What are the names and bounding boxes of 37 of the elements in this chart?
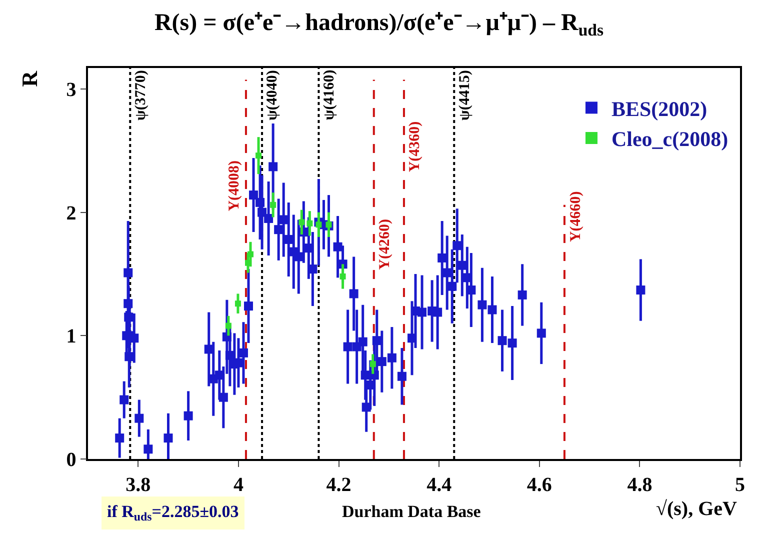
ref-line-label: Y(4660): [568, 191, 584, 242]
point: [326, 222, 332, 228]
point: [234, 300, 241, 307]
x-tick-label: 4.6: [526, 474, 552, 496]
x-tick-label: 4.4: [426, 474, 452, 496]
point: [248, 251, 254, 258]
ref-line-label: ψ(4160): [321, 70, 338, 120]
ref-line-label: Y(4360): [406, 121, 423, 172]
y-tick-label: 2: [66, 202, 76, 224]
ref-line-label: Y(4260): [376, 219, 393, 270]
point: [256, 152, 262, 159]
x-tick-label: 4.8: [627, 474, 652, 496]
x-tick-label: 3.8: [126, 474, 151, 496]
point: [370, 361, 376, 368]
x-tick-label: 4.2: [326, 474, 352, 496]
point: [340, 273, 346, 280]
point: [270, 202, 276, 208]
legend-label: BES(2002): [611, 96, 708, 121]
legend-label: Cleo_c(2008): [611, 127, 728, 152]
ref-line-label: ψ(4415): [456, 70, 473, 120]
x-axis-title: √(s), GeV: [656, 498, 738, 520]
text: if R$_{uds}$=2.285±0.03: [107, 502, 239, 524]
y-tick-label: 3: [66, 78, 76, 101]
point: [298, 219, 305, 226]
ref-line-label: ψ(4040): [264, 70, 281, 120]
y-axis-title: R: [16, 70, 42, 87]
chart-title: R(s) = σ(e⁺e⁻→hadrons)/σ(e⁺e⁻→μ⁺μ⁻) – R$_{uds}$: [154, 10, 604, 40]
ref-line-label: ψ(3770): [132, 70, 149, 120]
x-tick-label: 5: [735, 474, 745, 496]
y-tick-label: 0: [66, 449, 76, 471]
point: [316, 222, 322, 228]
point: [225, 322, 232, 329]
point: [306, 220, 313, 226]
x-tick-label: 4: [233, 474, 244, 496]
y-tick-label: 1: [66, 326, 76, 348]
text: Durham Data Base: [342, 502, 482, 521]
ref-line-label: Y(4008): [226, 160, 243, 212]
